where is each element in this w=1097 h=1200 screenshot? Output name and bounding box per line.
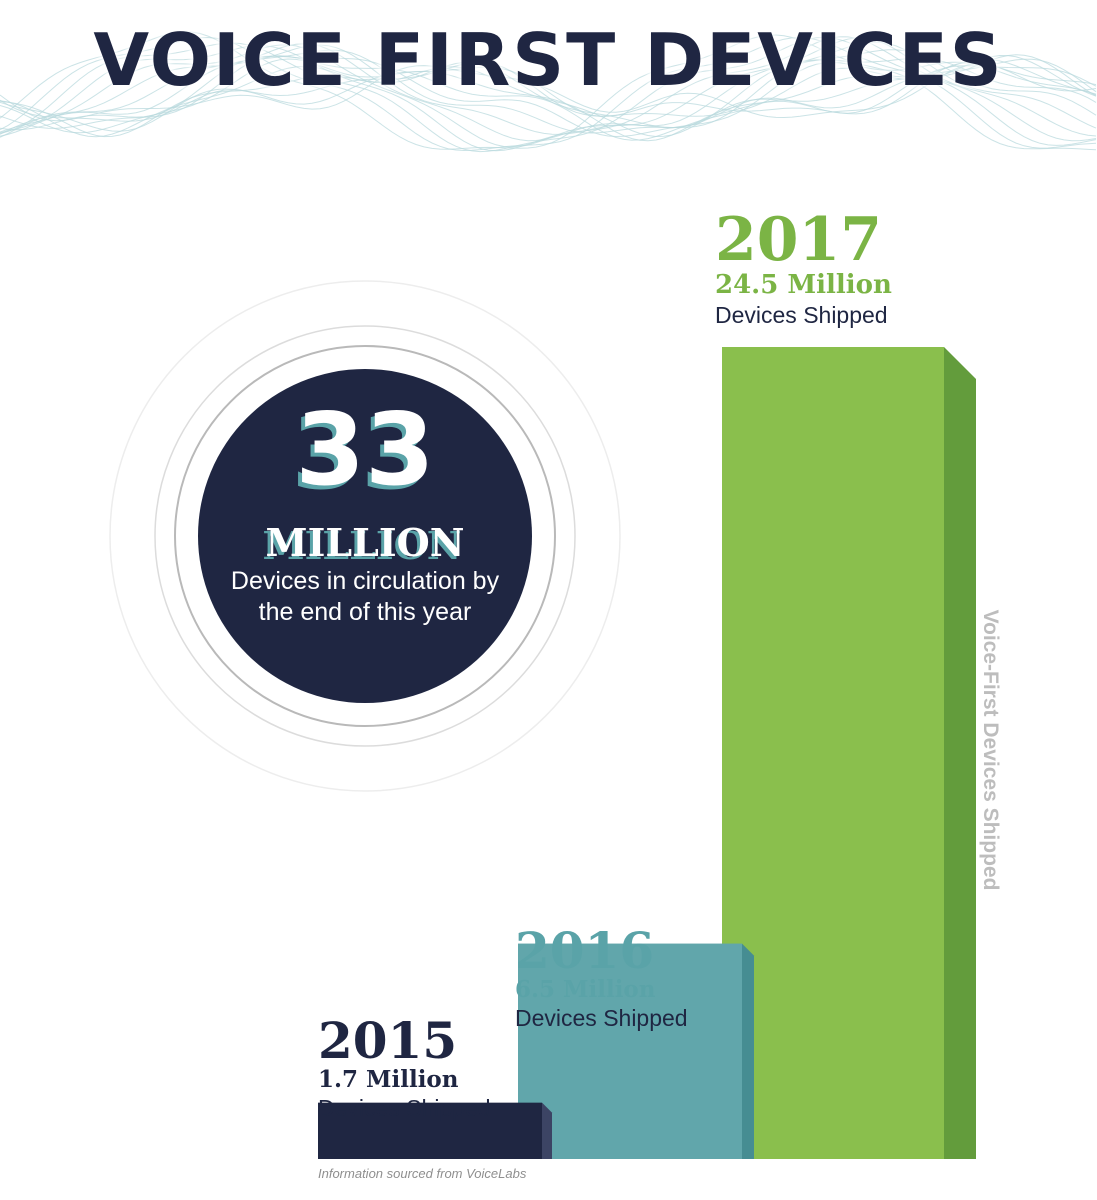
bar-2015: [318, 1102, 542, 1159]
wave-line: [0, 36, 1097, 152]
value-label-2015: 1.7 Million: [318, 1066, 459, 1093]
outer-ring: [109, 280, 621, 792]
inner-ring: [174, 345, 556, 727]
value-label-2016: 6.5 Million: [515, 976, 656, 1003]
bar-side-2016: [742, 943, 754, 1159]
wave-line: [0, 61, 1097, 132]
label-2015: 2015 1.7 Million Devices Shipped: [318, 1016, 491, 1123]
wave-line: [0, 55, 1097, 141]
source-note: Information sourced from VoiceLabs: [318, 1166, 527, 1181]
value-label-2017: 24.5 Million: [715, 270, 892, 300]
year-label-2016: 2016: [515, 921, 655, 980]
circle-graphic: [109, 280, 621, 792]
center-disc: [198, 369, 532, 703]
circulation-number: 33: [295, 391, 435, 508]
wave-line: [0, 54, 1097, 138]
year-label-2015: 2015: [318, 1011, 458, 1070]
label-2016: 2016 6.5 Million Devices Shipped: [515, 926, 688, 1033]
year-label-2017: 2017: [715, 205, 882, 275]
wave-line: [0, 36, 1097, 153]
bar-2016: [518, 943, 742, 1159]
circulation-description: Devices in circulation by the end of thi…: [230, 567, 500, 626]
wave-line: [0, 49, 1097, 137]
wave-line: [0, 37, 1097, 148]
wave-line: [0, 44, 1097, 138]
sublabel-2015: Devices Shipped: [318, 1094, 491, 1121]
bar-side-2017: [944, 347, 976, 1159]
circulation-unit: MILLION: [265, 520, 465, 565]
page-title: VOICE FIRST DEVICES: [93, 18, 1004, 102]
bar-2017: [722, 347, 944, 1159]
wave-decoration: [0, 31, 1097, 153]
wave-line: [0, 31, 1097, 151]
wave-line: [0, 62, 1097, 122]
bar-side-2015: [542, 1102, 552, 1159]
label-2017: 2017 24.5 Million Devices Shipped: [715, 210, 892, 331]
y-axis-label: Voice-First Devices Shipped: [979, 609, 1002, 891]
sublabel-2017: Devices Shipped: [715, 302, 888, 329]
sublabel-2016: Devices Shipped: [515, 1004, 688, 1031]
middle-ring: [154, 325, 576, 747]
